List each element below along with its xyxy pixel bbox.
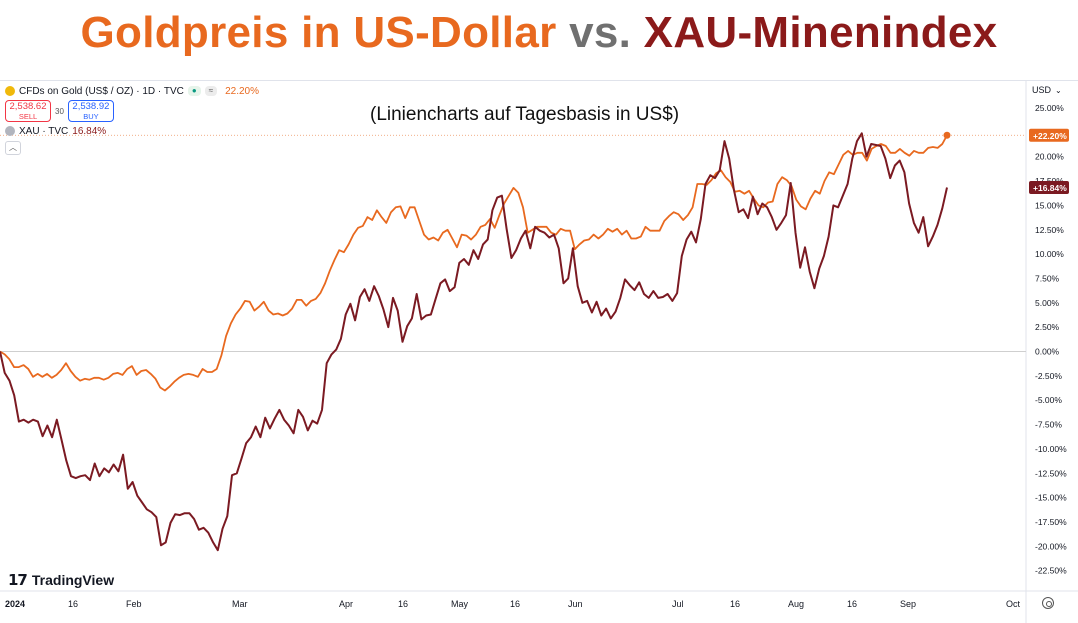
x-tick-label: May [451, 599, 469, 609]
y-tick-label: 10.00% [1035, 249, 1064, 259]
legend-xau-pct: 16.84% [72, 125, 107, 137]
y-tick-label: -7.50% [1035, 420, 1062, 430]
headline-gold-part: Goldpreis in US-Dollar [80, 8, 557, 57]
x-tick-label: 16 [730, 599, 740, 609]
sell-label: SELL [18, 112, 38, 121]
chart-svg[interactable]: 25.00%22.50%20.00%17.50%15.00%12.50%10.0… [0, 81, 1078, 623]
x-tick-label: 16 [398, 599, 408, 609]
legend-xau-symbol[interactable]: XAU · TVC [19, 125, 69, 137]
x-tick-label: Feb [126, 599, 142, 609]
xau-symbol-icon [5, 126, 15, 136]
currency-selector[interactable]: USD ⌄ [1031, 84, 1071, 100]
legend: CFDs on Gold (US$ / OZ) · 1D · TVC ● ≈ 2… [5, 84, 259, 155]
y-tick-label: -20.00% [1035, 541, 1067, 551]
y-tick-label: -17.50% [1035, 517, 1067, 527]
collapse-legend-chevron-up-icon[interactable]: ︿ [5, 141, 21, 155]
gold-last-value-text: +22.20% [1033, 131, 1067, 141]
xau-series-line [0, 132, 948, 552]
tradingview-mark-icon: 𝟭𝟳 [8, 572, 28, 589]
y-tick-label: -22.50% [1035, 566, 1067, 576]
y-tick-label: -2.50% [1035, 371, 1062, 381]
x-tick-label: Oct [1006, 599, 1021, 609]
y-tick-label: 2.50% [1035, 322, 1060, 332]
y-tick-label: -10.00% [1035, 444, 1067, 454]
buy-price: 2,538.92 [72, 101, 110, 112]
sell-price: 2,538.62 [9, 101, 47, 112]
x-tick-label: Jul [672, 599, 684, 609]
y-tick-label: -12.50% [1035, 468, 1067, 478]
y-tick-label: 15.00% [1035, 200, 1064, 210]
chart-top-border [0, 80, 1078, 81]
xau-last-value-text: +16.84% [1033, 183, 1067, 193]
compare-icon: ≈ [204, 86, 218, 96]
chevron-down-icon: ⌄ [1055, 86, 1062, 95]
market-open-icon: ● [187, 86, 201, 96]
spread-value: 30 [55, 106, 64, 116]
y-tick-label: 7.50% [1035, 273, 1060, 283]
buy-button[interactable]: 2,538.92 BUY [67, 100, 114, 122]
chart-frame[interactable]: 25.00%22.50%20.00%17.50%15.00%12.50%10.0… [0, 81, 1078, 623]
buy-label: BUY [83, 112, 99, 121]
x-tick-label: Jun [568, 599, 583, 609]
y-tick-label: 25.00% [1035, 103, 1064, 113]
headline-vs-part: vs. [569, 8, 632, 57]
x-tick-label: 16 [68, 599, 78, 609]
x-tick-label: 2024 [5, 599, 25, 609]
gold-series-line [0, 134, 948, 392]
y-tick-label: 12.50% [1035, 225, 1064, 235]
settings-gear-icon[interactable] [1042, 597, 1054, 609]
gold-last-value-badge [1029, 128, 1069, 142]
y-tick-label: 5.00% [1035, 298, 1060, 308]
trade-buttons: 2,538.62 SELL 30 2,538.92 BUY [5, 100, 259, 122]
headline-xau-part: XAU-Minenindex [643, 8, 998, 57]
x-tick-label: 16 [510, 599, 520, 609]
x-tick-label: Aug [788, 599, 804, 609]
gold-last-point [943, 131, 951, 139]
sell-button[interactable]: 2,538.62 SELL [5, 100, 51, 122]
x-tick-label: Mar [232, 599, 248, 609]
chart-subtitle: (Liniencharts auf Tagesbasis in US$) [370, 104, 680, 125]
legend-gold-row[interactable]: CFDs on Gold (US$ / OZ) · 1D · TVC ● ≈ 2… [5, 84, 259, 98]
currency-label: USD [1032, 85, 1052, 95]
y-tick-label: -15.00% [1035, 493, 1067, 503]
y-tick-label: 20.00% [1035, 152, 1064, 162]
y-tick-label: 0.00% [1035, 347, 1060, 357]
x-tick-label: Sep [900, 599, 916, 609]
legend-xau-row[interactable]: XAU · TVC 16.84% [5, 124, 259, 138]
xau-last-value-badge [1029, 180, 1069, 194]
x-tick-label: Apr [339, 599, 353, 609]
legend-gold-symbol[interactable]: CFDs on Gold (US$ / OZ) · 1D · TVC [19, 85, 184, 97]
y-tick-label: -5.00% [1035, 395, 1062, 405]
tradingview-wordmark: TradingView [31, 572, 115, 588]
x-tick-label: 16 [847, 599, 857, 609]
legend-gold-pct: 22.20% [225, 85, 259, 97]
gold-symbol-icon [5, 86, 15, 96]
headline: Goldpreis in US-Dollar vs. XAU-Mineninde… [0, 8, 1078, 58]
tradingview-logo[interactable]: 𝟭𝟳 TradingView [8, 571, 114, 589]
